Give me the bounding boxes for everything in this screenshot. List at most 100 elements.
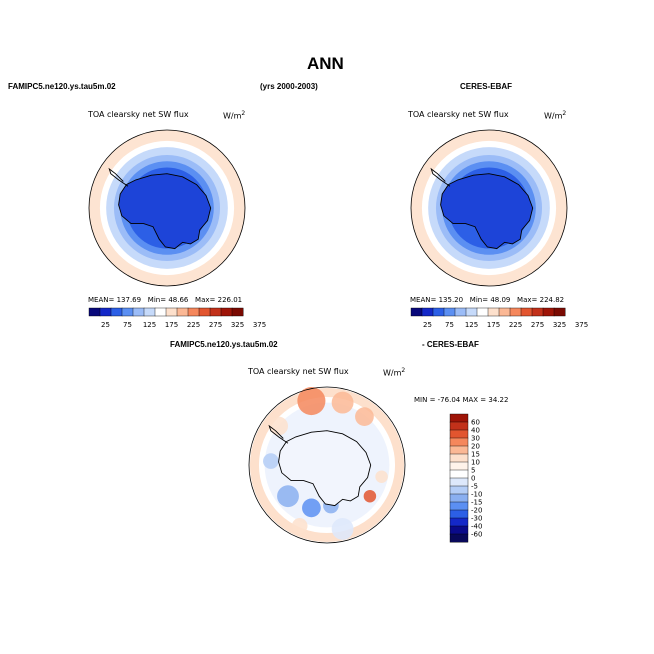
colorbar-tick-label: -5 xyxy=(471,483,478,491)
panel-diff-units: W/m2 xyxy=(383,367,406,378)
panel-obs-variable: TOA clearsky net SW flux xyxy=(408,110,509,119)
colorbar-swatch xyxy=(410,307,423,317)
colorbar-swatch xyxy=(449,501,469,511)
colorbar-tick-label: 175 xyxy=(487,321,500,329)
colorbar-tick-label: 25 xyxy=(101,321,110,329)
colorbar-swatch xyxy=(198,307,211,317)
top-left-header: FAMIPC5.ne120.ys.tau5m.02 xyxy=(8,82,116,91)
panel-obs-map xyxy=(410,129,568,287)
colorbar-tick-label: 60 xyxy=(471,419,480,427)
panel-model-stats: MEAN= 137.69 Min= 48.66 Max= 226.01 xyxy=(88,296,243,304)
colorbar-swatch xyxy=(121,307,134,317)
colorbar-tick-label: 30 xyxy=(471,435,480,443)
colorbar-swatch xyxy=(449,429,469,439)
colorbar-tick-label: 15 xyxy=(471,451,480,459)
colorbar-swatch xyxy=(449,421,469,431)
colorbar-tick-label: -15 xyxy=(471,499,482,507)
colorbar-swatch xyxy=(449,437,469,447)
colorbar-tick-label: 375 xyxy=(575,321,588,329)
diff-antarctica xyxy=(278,430,372,507)
colorbar-swatch xyxy=(542,307,555,317)
map0-peninsula xyxy=(108,167,129,187)
colorbar-tick-label: 25 xyxy=(423,321,432,329)
colorbar-swatch xyxy=(449,413,469,423)
map0-border xyxy=(88,129,246,287)
colorbar-swatch xyxy=(449,517,469,527)
colorbar-tick-label: 375 xyxy=(253,321,266,329)
colorbar-swatch xyxy=(220,307,233,317)
colorbar-swatch xyxy=(154,307,167,317)
colorbar-swatch xyxy=(449,533,469,543)
colorbar-swatch xyxy=(231,307,244,317)
panel-model-colorbar: 25 75 125 175 225 275 325 375 xyxy=(88,307,266,329)
colorbar-swatch xyxy=(443,307,456,317)
colorbar-tick-label: 10 xyxy=(471,459,480,467)
colorbar-tick-label: 225 xyxy=(187,321,200,329)
diff-anomaly-patch xyxy=(355,407,374,426)
colorbar-swatch xyxy=(165,307,178,317)
panel-obs-stats: MEAN= 135.20 Min= 48.09 Max= 224.82 xyxy=(410,296,565,304)
panel-model-map xyxy=(88,129,246,287)
colorbar-swatch xyxy=(432,307,445,317)
panel-obs-colorbar: 25 75 125 175 225 275 325 375 xyxy=(410,307,588,329)
diff-anomaly-patch xyxy=(263,453,279,469)
map0-antarctica xyxy=(118,173,212,250)
colorbar-swatch xyxy=(498,307,511,317)
bottom-header-right: - CERES-EBAF xyxy=(422,340,479,349)
panel-diff-range: MIN = -76.04 MAX = 34.22 xyxy=(414,396,509,404)
diff-border xyxy=(248,386,406,544)
colorbar-swatch xyxy=(531,307,544,317)
colorbar-swatch xyxy=(476,307,489,317)
colorbar-swatch xyxy=(449,493,469,503)
colorbar-tick-label: -10 xyxy=(471,491,482,499)
colorbar-swatch xyxy=(449,461,469,471)
colorbar-swatch xyxy=(176,307,189,317)
colorbar-swatch xyxy=(465,307,478,317)
colorbar-swatch xyxy=(449,485,469,495)
colorbar-tick-label: 75 xyxy=(123,321,132,329)
colorbar-swatch xyxy=(110,307,123,317)
diff-anomaly-patch xyxy=(331,391,354,414)
diff-anomaly-patch xyxy=(331,518,354,540)
diff-anomaly-patch xyxy=(277,485,299,508)
diff-anomaly-patch xyxy=(302,498,321,518)
colorbar-tick-label: 325 xyxy=(231,321,244,329)
colorbar-tick-label: 275 xyxy=(531,321,544,329)
colorbar-swatch xyxy=(553,307,566,317)
colorbar-swatch xyxy=(449,445,469,455)
figure-title: ANN xyxy=(307,54,344,73)
colorbar-swatch xyxy=(449,469,469,479)
map1-peninsula xyxy=(430,167,451,187)
colorbar-swatch xyxy=(132,307,145,317)
colorbar-tick-label: 20 xyxy=(471,443,480,451)
colorbar-swatch xyxy=(187,307,200,317)
colorbar-swatch xyxy=(454,307,467,317)
colorbar-swatch xyxy=(509,307,522,317)
top-right-header: CERES-EBAF xyxy=(460,82,513,91)
diff-anomaly-patch xyxy=(375,470,388,483)
panel-diff-variable: TOA clearsky net SW flux xyxy=(248,367,349,376)
colorbar-tick-label: 5 xyxy=(471,467,475,475)
panel-model-variable: TOA clearsky net SW flux xyxy=(88,110,189,119)
colorbar-swatch xyxy=(520,307,533,317)
colorbar-tick-label: -60 xyxy=(471,531,482,539)
colorbar-swatch xyxy=(209,307,222,317)
diff-peninsula xyxy=(268,424,289,444)
colorbar-tick-label: 75 xyxy=(445,321,454,329)
colorbar-swatch xyxy=(449,525,469,535)
colorbar-tick-label: 125 xyxy=(465,321,478,329)
colorbar-tick-label: -40 xyxy=(471,523,482,531)
colorbar-tick-label: 175 xyxy=(165,321,178,329)
diff-outer-positive-band xyxy=(249,387,405,543)
colorbar-swatch xyxy=(88,307,101,317)
colorbar-tick-label: 125 xyxy=(143,321,156,329)
diff-anomaly-patch xyxy=(297,387,326,416)
colorbar-tick-label: -20 xyxy=(471,507,482,515)
bottom-header-left: FAMIPC5.ne120.ys.tau5m.02 xyxy=(170,340,278,349)
colorbar-swatch xyxy=(487,307,500,317)
panel-diff-map xyxy=(248,386,406,544)
colorbar-tick-label: 225 xyxy=(509,321,522,329)
colorbar-swatch xyxy=(449,509,469,519)
diff-anomaly-patch xyxy=(269,416,288,436)
